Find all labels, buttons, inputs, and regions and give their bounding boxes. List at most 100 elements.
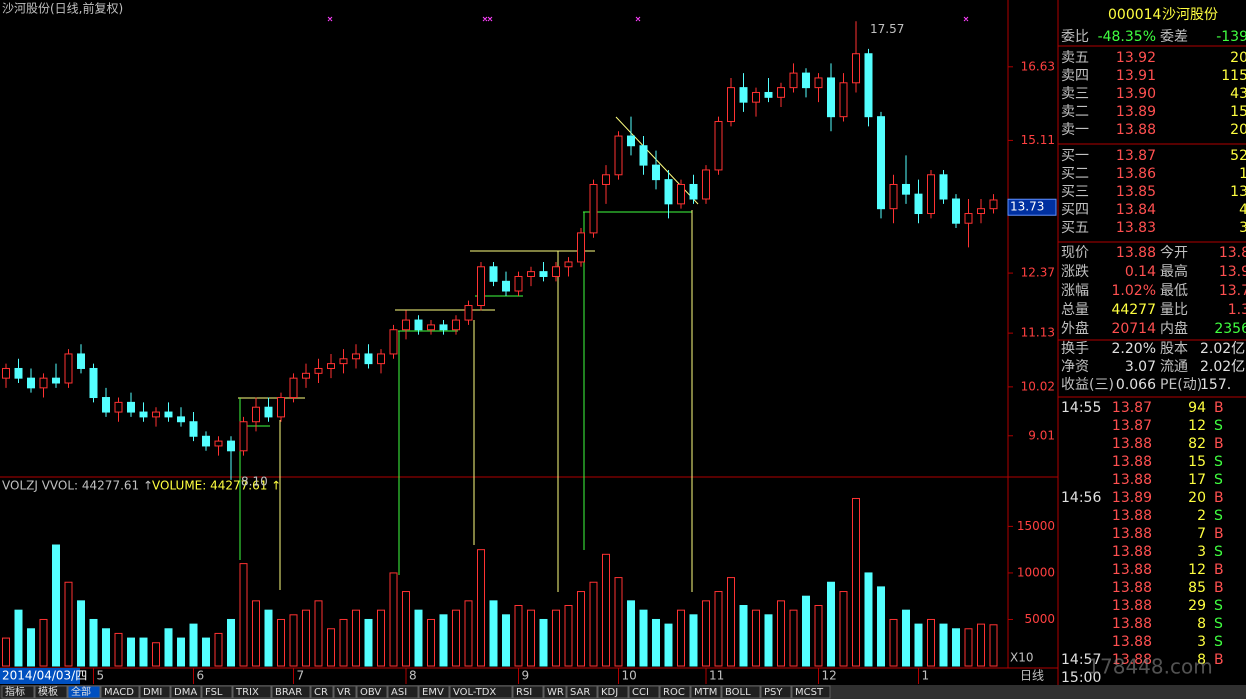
trade-side: B [1214,562,1224,578]
tab-label[interactable]: CCI [632,687,649,698]
candle-body [14,367,23,379]
candle-body [502,280,510,292]
volume-bar [927,618,935,667]
candle-body [752,91,760,103]
candle-body [639,145,648,166]
volume-bar [614,577,623,667]
tab [760,685,792,699]
volume-bar [289,614,298,667]
stat-value: 3.07 [1125,359,1156,375]
trade-volume: 17 [1188,472,1206,488]
level-volume: 115 [1221,68,1246,84]
tab-label[interactable]: KDJ [601,687,618,698]
tab-label[interactable]: VOL-TDX [453,687,496,698]
stat-value: 1.3 [1228,302,1246,318]
tab-label[interactable]: BRAR [275,687,302,698]
candle-body [302,372,310,379]
candle-body [527,271,535,277]
stat-label: 最低 [1160,283,1188,299]
tab [333,685,357,699]
tab-label[interactable]: OBV [360,687,381,698]
tab-label[interactable]: SAR [570,687,590,698]
candle-body [789,72,798,89]
trade-side: S [1214,634,1223,650]
tab-label[interactable]: RSI [516,687,532,698]
stat-value: 13.7 [1219,283,1246,299]
tab-label[interactable]: WR [547,687,564,698]
candle-body [802,72,810,89]
tab-label[interactable]: CR [314,687,328,698]
tab [449,685,513,699]
trade-volume: 12 [1188,418,1206,434]
candle-body [677,183,685,205]
tab [791,685,831,699]
x-tick-label: 8 [409,669,417,683]
y-tick-label: 15000 [1017,519,1055,533]
trade-side: B [1214,400,1224,416]
volume-bar [977,623,985,667]
candle-body [614,135,623,176]
level-label: 买二 [1061,166,1089,182]
level-volume: 20 [1230,122,1246,138]
trade-volume: 7 [1197,526,1206,542]
candle-body [589,183,598,234]
candle-body [652,164,660,181]
tab-label[interactable]: 全部 [71,685,91,698]
period[interactable]: 日线 [1020,669,1044,683]
tab-label[interactable]: TRIX [235,687,259,698]
volume-bar [177,637,185,667]
tab-label[interactable]: VR [337,687,351,698]
cursor-price: 13.73 [1010,200,1044,214]
volume-bar [389,572,398,667]
stock-name: 沙河股份 [1162,7,1218,23]
volume-bar [852,497,860,667]
y-tick-label: 9.01 [1028,428,1055,442]
trade-side: S [1214,508,1223,524]
candle-body [289,377,298,399]
tab-label[interactable]: EMV [422,687,444,698]
level-price: 13.85 [1116,184,1156,200]
tab-label[interactable]: ASI [391,687,407,698]
trade-volume: 94 [1188,400,1206,416]
x-tick-label: 9 [522,669,530,683]
y-tick-label: 15.11 [1021,133,1055,147]
tab-label[interactable]: MCST [795,687,824,698]
volume-bar [564,605,573,667]
tab [1,685,35,699]
stat-label: 涨幅 [1061,283,1089,299]
candle-body [914,193,923,215]
tab-label[interactable]: DMA [174,687,197,698]
tab-label[interactable]: 模板 [38,685,58,698]
level-volume: 52 [1230,148,1246,164]
tab [566,685,598,699]
trade-volume: 82 [1188,436,1206,452]
tab-label[interactable]: PSY [764,687,783,698]
stat-value: 2.02亿 [1200,359,1245,375]
candle-body [727,87,735,123]
tab [721,685,761,699]
trade-price: 13.88 [1112,544,1152,560]
level-label: 买五 [1061,220,1089,236]
tab-label[interactable]: MACD [104,687,134,698]
candle-body [477,266,485,307]
tab [512,685,544,699]
volume-bar [577,591,585,667]
level-price: 13.88 [1116,122,1156,138]
trade-price: 13.88 [1112,598,1152,614]
tab-label[interactable]: 指标 [5,685,25,698]
stat-label: 今开 [1160,245,1188,261]
trade-time: 14:57 [1061,652,1101,668]
volume-bar [2,637,10,667]
tab-label[interactable]: MTM [694,687,717,698]
volume-bar [914,623,923,667]
x-tick-label: 1 [922,669,930,683]
watermark: 178448.com [1087,655,1212,679]
tab-label[interactable]: DMI [143,687,162,698]
stat-label: 收益(三) [1061,377,1114,393]
tab-label[interactable]: ROC [663,687,685,698]
stat-label: 涨跌 [1061,264,1089,280]
stat-label: 内盘 [1160,320,1188,337]
tab-label[interactable]: FSL [205,687,223,698]
tab-label[interactable]: BOLL [725,687,751,698]
